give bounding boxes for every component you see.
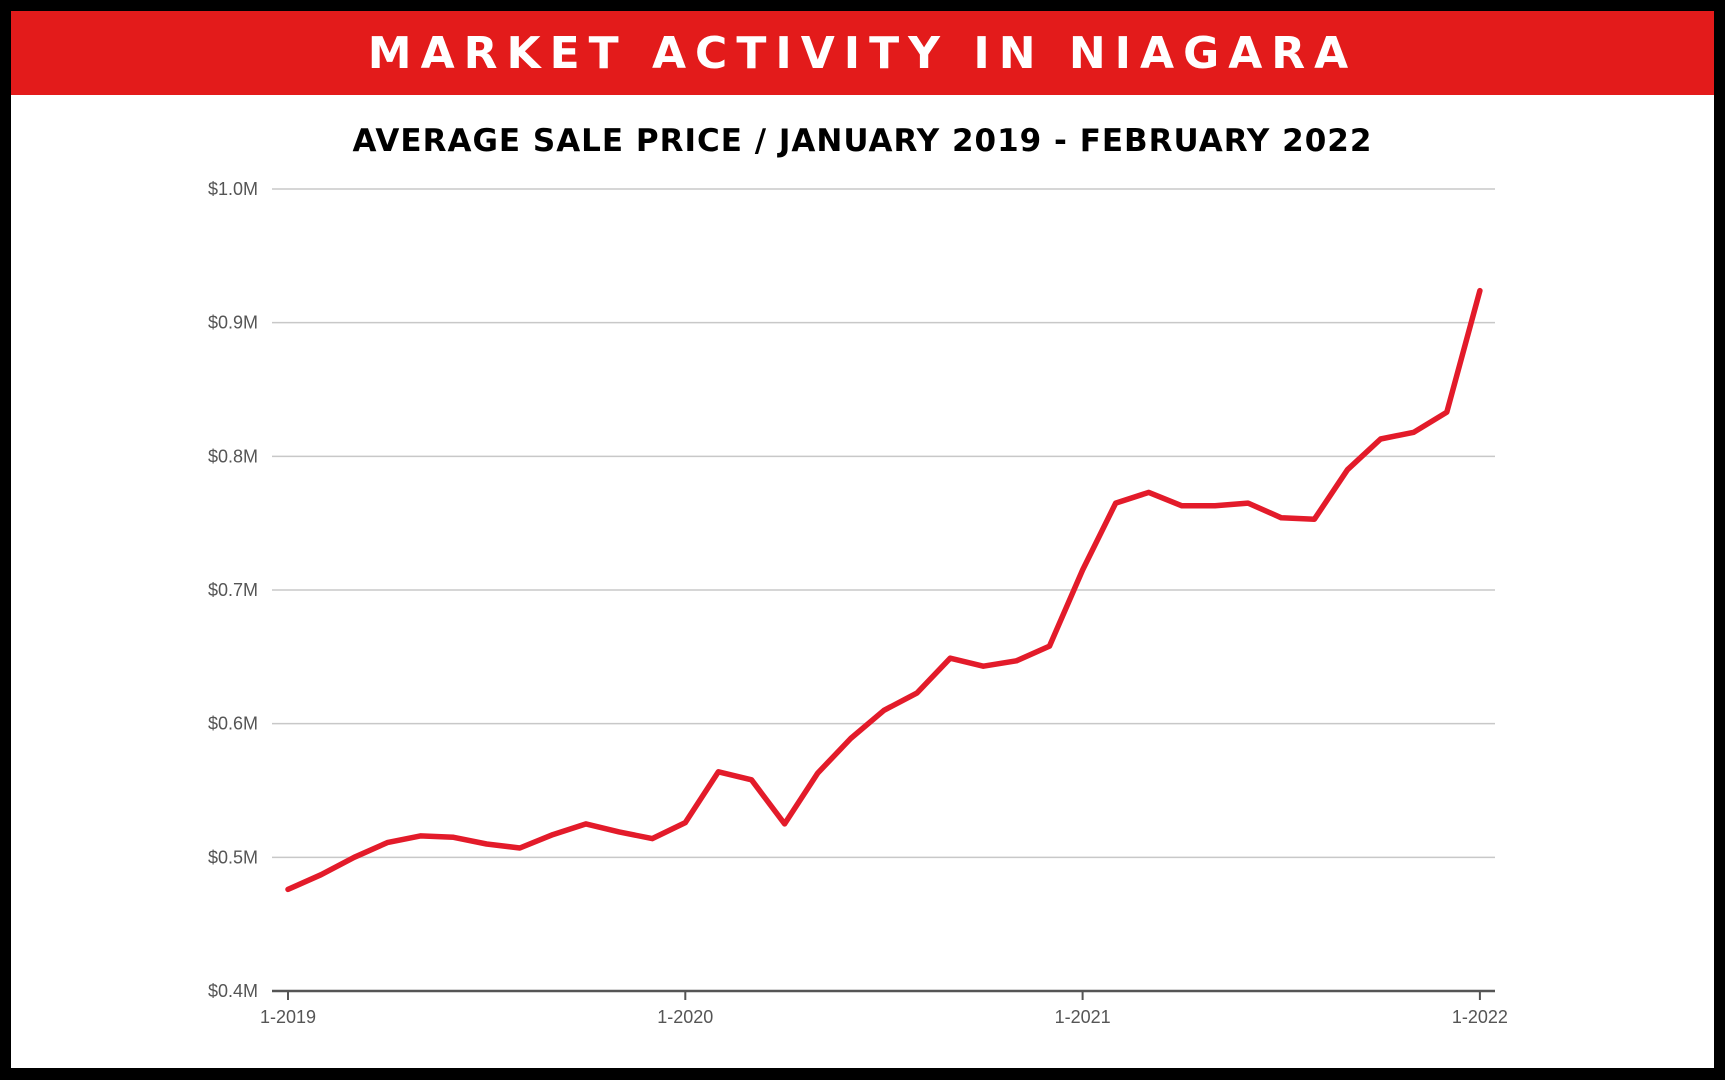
y-tick-label: $0.7M bbox=[208, 580, 258, 600]
header-banner: MARKET ACTIVITY IN NIAGARA bbox=[11, 11, 1714, 95]
grid-lines bbox=[272, 188, 1495, 859]
y-tick-label: $1.0M bbox=[208, 179, 258, 199]
y-tick-label: $0.5M bbox=[208, 847, 258, 867]
y-axis-ticks: $0.4M $0.5M $0.6M $0.7M $0.8M $0.9M $1.0M bbox=[208, 179, 258, 1001]
series-layer bbox=[285, 287, 1483, 893]
x-tick-label: 1-2019 bbox=[260, 1007, 316, 1027]
banner-title: MARKET ACTIVITY IN NIAGARA bbox=[367, 27, 1358, 79]
y-tick-label: $0.6M bbox=[208, 714, 258, 734]
y-tick-label: $0.9M bbox=[208, 313, 258, 333]
chart-frame: MARKET ACTIVITY IN NIAGARA AVERAGE SALE … bbox=[11, 11, 1714, 1068]
y-tick-label: $0.8M bbox=[208, 446, 258, 466]
x-tick-label: 1-2021 bbox=[1055, 1007, 1111, 1027]
chart-title: AVERAGE SALE PRICE / JANUARY 2019 - FEBR… bbox=[352, 123, 1373, 159]
x-tick-label: 1-2022 bbox=[1452, 1007, 1508, 1027]
y-tick-label: $0.4M bbox=[208, 981, 258, 1001]
x-tick-label: 1-2020 bbox=[657, 1007, 713, 1027]
x-axis: 1-2019 1-2020 1-2021 1-2022 bbox=[260, 989, 1508, 1027]
series-line bbox=[285, 287, 1483, 893]
